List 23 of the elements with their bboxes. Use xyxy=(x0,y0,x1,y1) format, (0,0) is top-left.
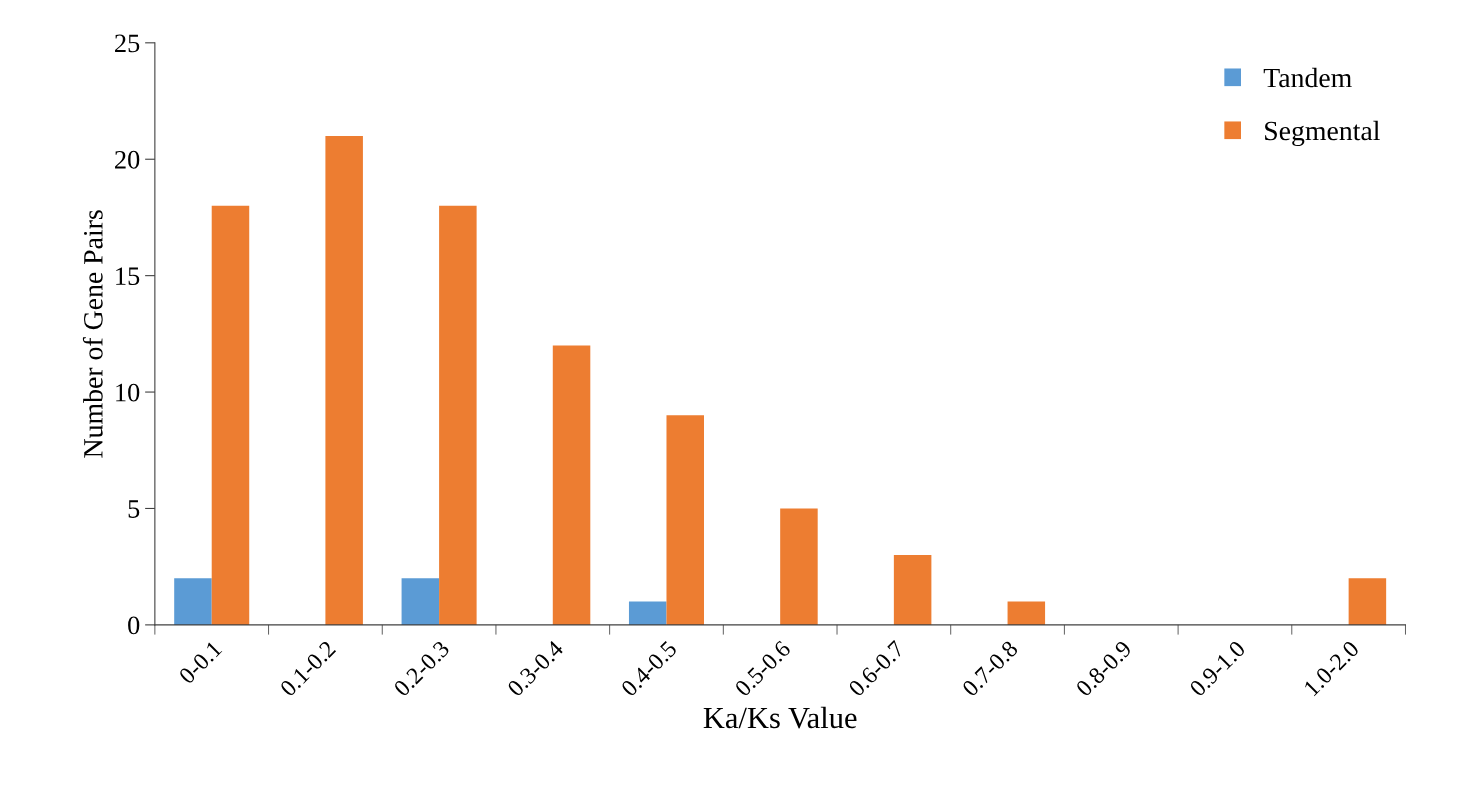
bar xyxy=(174,578,212,625)
y-tick-label: 0 xyxy=(128,616,140,635)
legend-label: Segmental xyxy=(1265,120,1380,147)
bar xyxy=(211,205,250,625)
y-tick-label: 5 xyxy=(128,500,140,518)
x-axis-title: Ka/Ks Value xyxy=(703,706,857,729)
bar xyxy=(893,555,932,625)
bar xyxy=(401,578,440,625)
y-axis-title: Number of Gene Pairs xyxy=(82,210,103,458)
y-tick-label: 25 xyxy=(115,34,140,53)
bar xyxy=(439,205,477,625)
bar xyxy=(325,135,363,625)
bar xyxy=(666,415,704,625)
legend-label: Tandem xyxy=(1263,67,1352,88)
bar xyxy=(628,601,667,625)
y-tick-label: 10 xyxy=(116,383,140,402)
y-tick-label: 20 xyxy=(115,150,140,169)
bar xyxy=(552,345,591,625)
bar xyxy=(1007,601,1046,625)
bar xyxy=(780,508,818,625)
x-tick-label: 0-0.1 xyxy=(178,640,223,685)
y-tick-label: 15 xyxy=(116,267,140,286)
bar xyxy=(1348,578,1387,625)
